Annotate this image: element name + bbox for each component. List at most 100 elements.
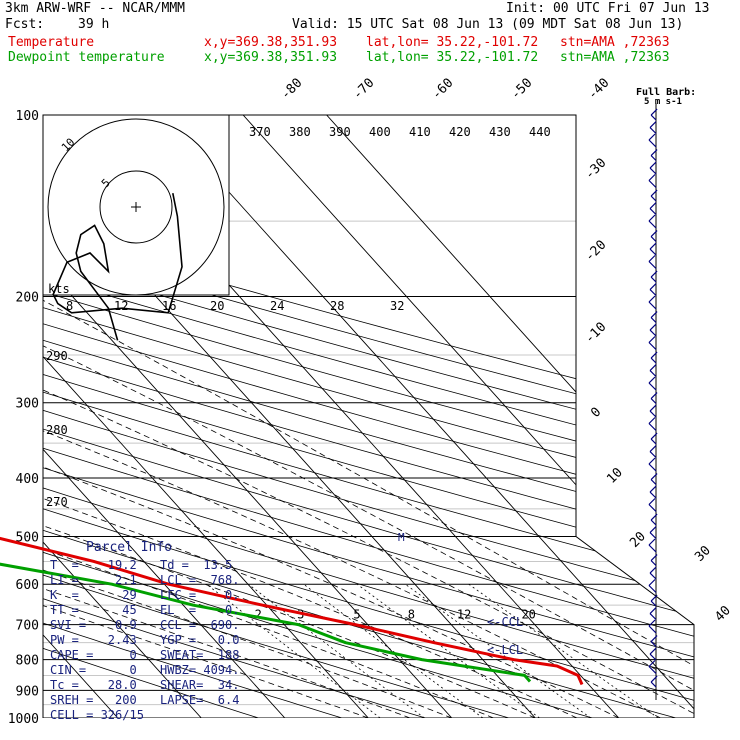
wind-profile: Full Barb:5 m s-1: [636, 87, 696, 700]
wind-barb: [649, 208, 657, 215]
wind-barb: [650, 641, 657, 647]
wind-barb-flag: [650, 554, 658, 562]
wind-barb: [648, 423, 657, 431]
wind-barb: [649, 289, 657, 296]
pressure-label-500: 500: [16, 530, 39, 545]
temp-tick-label: 30: [692, 543, 714, 565]
wind-barb-flag: [648, 376, 656, 384]
wind-barb: [649, 127, 657, 134]
wind-barb: [650, 114, 657, 121]
hodograph-trace: [52, 193, 183, 341]
parcel-info-row: T = 19.2 Td = 13.5: [50, 558, 239, 573]
wind-barb-flag: [648, 255, 656, 262]
wind-barb-flag: [649, 445, 657, 452]
temp-tick-label: -50: [508, 76, 535, 103]
wind-barb-flag: [650, 230, 658, 238]
parcel-info-title: Parcel Info: [86, 540, 173, 555]
mixing-ratio-line: [303, 583, 484, 718]
dew-legend-xy: x,y=369.38,351.93: [204, 50, 338, 65]
wind-barb: [649, 248, 657, 256]
wind-barb: [650, 600, 657, 607]
dry-adiabat: [43, 115, 694, 718]
parcel-info-right: SWEAT= 188: [160, 648, 240, 662]
wind-barb-flag: [649, 121, 657, 128]
parcel-info-panel: Parcel Info T = 19.2 Td = 13.5 LI = 2.1 LCL …: [50, 540, 239, 723]
mixing-ratio-label: 12: [457, 608, 471, 622]
wind-barb: [649, 653, 657, 661]
wind-barb-flag: [649, 242, 657, 250]
temp-tick-label: -70: [350, 76, 377, 103]
hodograph-kts-label: kts: [48, 282, 70, 296]
left-axis-label: 290: [46, 349, 68, 363]
isotherm: [43, 115, 202, 718]
temp-tick-label: -60: [429, 76, 456, 103]
wind-barb: [648, 585, 657, 593]
parcel-info-right: SHEAR= 34.: [160, 678, 240, 692]
wind-barb-flag: [650, 392, 658, 400]
lcl-marker: <-LCL: [487, 643, 523, 657]
dry-adiabat: [43, 115, 694, 718]
pressure-label-100: 100: [16, 109, 39, 124]
dry-adiabat: [43, 115, 694, 718]
dry-adiabat: [43, 115, 694, 718]
wind-barb-flag: [648, 336, 656, 343]
wind-barb-flag: [650, 311, 658, 319]
parcel-info-row: Tc = 28.0 SHEAR= 34.: [50, 678, 239, 693]
wind-barb-flag: [648, 133, 656, 141]
wind-barb: [650, 276, 657, 283]
wind-barb: [649, 532, 657, 539]
wind-barb-flag: [650, 432, 658, 440]
pressure-label-1000: 1000: [8, 712, 39, 727]
wind-profile-units: 5 m s-1: [644, 97, 682, 107]
wind-barb: [648, 261, 657, 269]
dry-adiabat: [43, 115, 426, 718]
wind-barb-flag: [648, 214, 656, 222]
temp-tick-label: -10: [582, 320, 609, 347]
wind-barb-flag: [650, 594, 658, 602]
temp-tick-label: 0: [588, 405, 604, 421]
parcel-info-left: LI = 2.1: [50, 573, 137, 587]
wind-barb-flag: [649, 526, 657, 533]
hodograph-axis-label: 28: [330, 299, 344, 313]
wind-barb: [650, 398, 657, 404]
mixing-ratio-label: 20: [521, 608, 535, 622]
parcel-info-row: SREH = 200 LAPSE= 6.4: [50, 693, 239, 708]
wind-barb: [650, 519, 657, 526]
dry-adiabat: [43, 115, 343, 718]
parcel-info-left: CIN = 0: [50, 663, 137, 677]
dew-legend-latlon: lat,lon= 35.22,-101.72: [366, 50, 539, 65]
isotherm: [43, 115, 453, 718]
wind-barb: [650, 479, 657, 485]
wind-barb-flag: [648, 295, 656, 303]
isotherm: [43, 115, 369, 718]
hodograph-axis-label: 24: [270, 299, 284, 313]
theta-label: 410: [409, 125, 431, 139]
wind-barb-flag: [650, 189, 658, 197]
parcel-info-right: EL = 0.: [160, 603, 240, 617]
wind-barb-flag: [649, 364, 657, 371]
wind-barb-flag: [649, 404, 657, 412]
moist-adiabat: [43, 296, 536, 718]
wind-barb: [650, 357, 657, 364]
parcel-info-left: SVI = 0.9: [50, 618, 137, 632]
hodograph-axis-label: 8: [66, 299, 73, 313]
moist-adiabat: [43, 296, 661, 718]
parcel-info-row: TT = 45 EL = 0.: [50, 603, 239, 618]
mixing-ratio-label: 5: [353, 608, 360, 622]
dry-adiabat: [43, 115, 694, 718]
model-title: 3km ARW-WRF -- NCAR/MMM: [5, 1, 186, 16]
wind-barb-flag: [649, 323, 657, 331]
parcel-info-left: Tc = 28.0: [50, 678, 137, 692]
wind-barb: [650, 236, 657, 242]
dry-adiabat: [43, 115, 259, 718]
parcel-info-row: SVI = 0.9 CCL = 690.: [50, 618, 239, 633]
temp-tick-label: 40: [712, 603, 734, 625]
wind-barb-flag: [648, 579, 656, 586]
wind-barb-flag: [649, 161, 657, 169]
temp-tick-label: 10: [604, 465, 626, 487]
temp-legend-stn: stn=AMA ,72363: [560, 35, 670, 50]
dew-legend-stn: stn=AMA ,72363: [560, 50, 670, 65]
wind-barb-flag: [650, 270, 658, 278]
